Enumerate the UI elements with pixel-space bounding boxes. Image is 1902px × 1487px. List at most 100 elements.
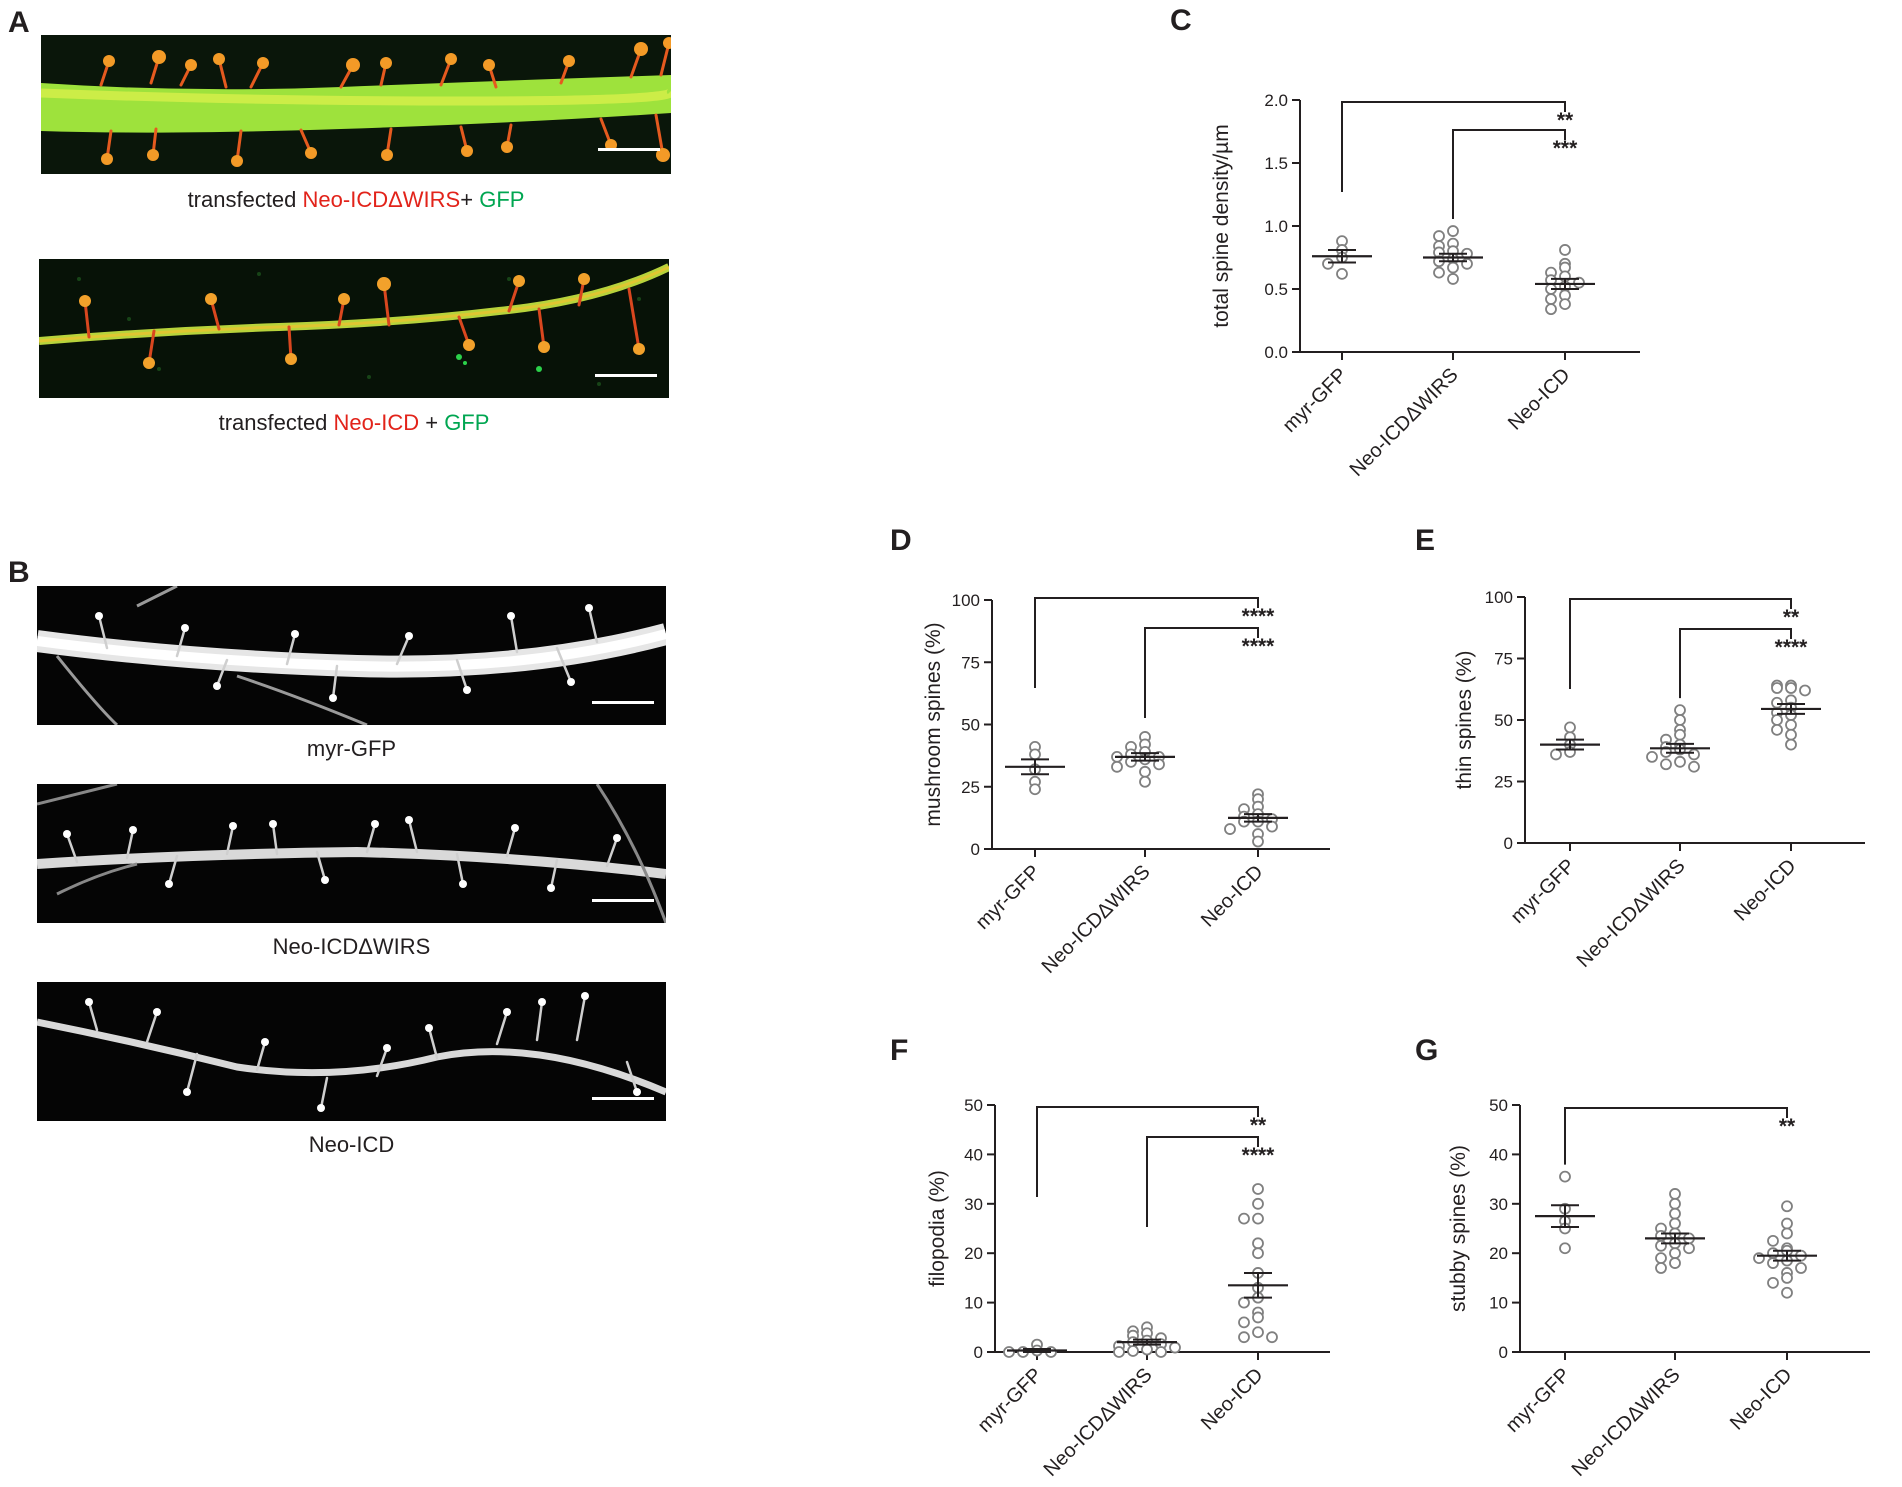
data-point xyxy=(1785,682,1797,694)
x-tick-label: myr-GFP xyxy=(1502,1364,1575,1437)
data-point xyxy=(1252,1247,1264,1260)
data-point xyxy=(1252,1197,1264,1210)
y-tick-label: 1.5 xyxy=(1264,154,1288,173)
panel-letter: E xyxy=(1415,524,1435,557)
data-point xyxy=(1669,1217,1681,1230)
y-tick-label: 1.0 xyxy=(1264,217,1288,236)
y-tick-label: 20 xyxy=(1489,1244,1508,1263)
data-point xyxy=(1688,760,1700,773)
micrograph-b-neo-icd xyxy=(37,982,666,1121)
data-point xyxy=(1771,714,1783,726)
data-point xyxy=(1669,1257,1681,1269)
data-point xyxy=(1785,728,1797,741)
data-point xyxy=(1125,755,1137,768)
data-point xyxy=(1550,748,1562,761)
data-point xyxy=(1113,1346,1125,1358)
data-point xyxy=(1238,1331,1250,1344)
significance-label: *** xyxy=(1553,137,1578,160)
x-tick-label: myr-GFP xyxy=(1279,364,1352,437)
data-point xyxy=(1646,750,1658,763)
x-tick-label: Neo-ICD xyxy=(1726,1364,1797,1435)
data-point xyxy=(1153,758,1165,771)
data-point xyxy=(1767,1257,1779,1269)
data-point xyxy=(1447,261,1459,274)
caption-b-neo-icd: Neo-ICD xyxy=(308,1132,395,1157)
significance-bracket xyxy=(1679,628,1792,699)
data-point xyxy=(1266,820,1278,833)
data-point xyxy=(1688,748,1700,761)
panel-letter: C xyxy=(1170,4,1192,37)
significance-bracket xyxy=(1034,597,1259,688)
x-tick-label: Neo-ICDΔWIRS xyxy=(1040,1364,1157,1481)
data-point xyxy=(1127,1345,1139,1357)
significance-label: ** xyxy=(1779,1115,1796,1138)
data-point xyxy=(1785,738,1797,751)
data-point xyxy=(1252,1311,1264,1324)
data-point xyxy=(1767,1276,1779,1289)
data-point xyxy=(1795,1262,1807,1274)
significance-label: ** xyxy=(1783,606,1800,629)
data-point xyxy=(1238,1296,1250,1309)
y-tick-label: 50 xyxy=(961,716,980,735)
x-tick-label: Neo-ICD xyxy=(1197,861,1268,932)
significance-label: ** xyxy=(1250,1114,1267,1137)
data-point xyxy=(1660,758,1672,771)
data-point xyxy=(1781,1217,1793,1230)
data-point xyxy=(1029,748,1041,761)
significance-label: ** xyxy=(1557,109,1574,132)
y-tick-label: 0.5 xyxy=(1264,280,1288,299)
x-tick-label: Neo-ICDΔWIRS xyxy=(1573,855,1690,972)
y-tick-label: 75 xyxy=(961,653,980,672)
data-point xyxy=(1669,1207,1681,1220)
y-axis-label: thin spines (%) xyxy=(1453,651,1476,790)
x-tick-label: Neo-ICD xyxy=(1504,364,1575,435)
caption-b-neo-icd-dwirs: Neo-ICDΔWIRS xyxy=(272,934,431,959)
data-point xyxy=(1674,755,1686,768)
x-tick-label: Neo-ICD xyxy=(1197,1364,1268,1435)
data-point xyxy=(1322,257,1334,270)
data-point xyxy=(1767,1234,1779,1247)
y-axis-label: total spine density/µm xyxy=(1210,124,1233,328)
y-tick-label: 0.0 xyxy=(1264,343,1288,362)
data-point xyxy=(1139,765,1151,778)
data-point xyxy=(1674,728,1686,741)
y-tick-label: 25 xyxy=(1494,773,1513,792)
panel-letter-a: A xyxy=(8,6,30,39)
y-tick-label: 20 xyxy=(964,1244,983,1263)
data-point xyxy=(1447,273,1459,285)
data-point xyxy=(1771,723,1783,736)
y-tick-label: 0 xyxy=(974,1343,983,1362)
data-point xyxy=(1169,1341,1181,1354)
data-point xyxy=(1781,1271,1793,1284)
data-point xyxy=(1141,1343,1153,1356)
y-tick-label: 40 xyxy=(964,1145,983,1164)
significance-bracket xyxy=(1146,1136,1259,1227)
significance-label: **** xyxy=(1242,605,1276,628)
data-point xyxy=(1447,225,1459,237)
data-point xyxy=(1559,1170,1571,1183)
y-tick-label: 100 xyxy=(952,591,980,610)
data-point xyxy=(1433,266,1445,279)
x-tick-label: Neo-ICDΔWIRS xyxy=(1346,364,1463,481)
data-point xyxy=(1781,1200,1793,1213)
data-point xyxy=(1266,1331,1278,1344)
data-point xyxy=(1771,696,1783,709)
chart-f-filopodia: F 0 10 20 30 40 50 filopodia (%) myr-GFPNeo-ICDΔ… xyxy=(890,1034,1330,1481)
y-axis-label: filopodia (%) xyxy=(926,1170,949,1287)
y-tick-label: 2.0 xyxy=(1264,91,1288,110)
significance-bracket xyxy=(1569,598,1792,689)
significance-label: **** xyxy=(1242,1144,1276,1167)
x-tick-label: myr-GFP xyxy=(974,1364,1047,1437)
data-point xyxy=(1252,1183,1264,1195)
y-tick-label: 75 xyxy=(1494,650,1513,669)
y-tick-label: 50 xyxy=(1489,1096,1508,1115)
data-point xyxy=(1655,1239,1667,1252)
data-point xyxy=(1674,714,1686,726)
data-point xyxy=(1545,303,1557,316)
y-tick-label: 10 xyxy=(1489,1294,1508,1313)
caption-b-myr-gfp: myr-GFP xyxy=(306,736,397,761)
data-point xyxy=(1139,775,1151,788)
